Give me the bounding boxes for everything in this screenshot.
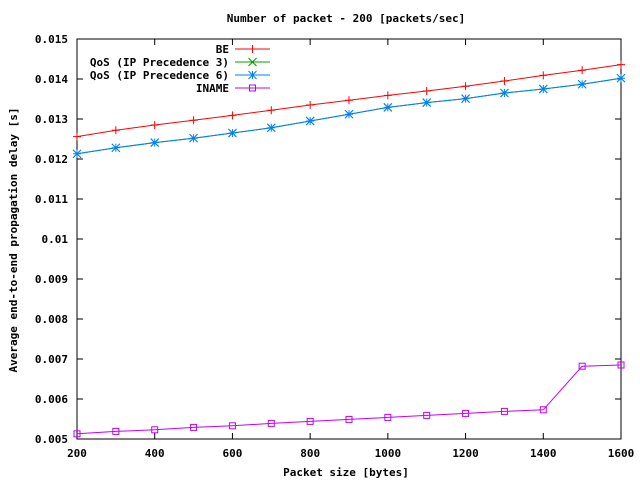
data-point xyxy=(73,132,81,141)
data-point xyxy=(111,143,121,153)
legend-label: QoS (IP Precedence 3) xyxy=(90,56,229,69)
data-point xyxy=(150,121,159,129)
legend-marker xyxy=(248,57,257,67)
data-point xyxy=(151,426,159,434)
x-tick-label: 600 xyxy=(222,447,242,460)
series-layer xyxy=(72,60,626,438)
data-point xyxy=(617,361,625,369)
data-point xyxy=(267,106,276,115)
legend-label: INAME xyxy=(196,82,229,95)
data-point xyxy=(190,423,198,431)
y-tick-label: 0.005 xyxy=(35,433,68,446)
data-point xyxy=(267,419,275,427)
data-point xyxy=(266,123,276,133)
series-be xyxy=(73,60,625,141)
data-point xyxy=(423,411,431,419)
series-qos-ip-precedence-6 xyxy=(72,73,626,159)
x-tick-label: 1000 xyxy=(375,447,402,460)
chart-title: Number of packet - 200 [packets/sec] xyxy=(227,12,465,25)
data-point xyxy=(577,79,587,89)
data-point xyxy=(383,103,393,112)
y-tick-label: 0.015 xyxy=(35,33,68,46)
data-point xyxy=(305,116,315,126)
data-point xyxy=(461,94,470,103)
data-point xyxy=(189,116,198,125)
data-point xyxy=(422,98,432,107)
data-point xyxy=(344,109,354,119)
data-point xyxy=(150,138,160,147)
data-point xyxy=(461,82,470,91)
data-point xyxy=(228,422,236,430)
data-point xyxy=(422,87,431,95)
data-point xyxy=(384,413,392,421)
series-line xyxy=(76,364,622,435)
y-tick-label: 0.008 xyxy=(35,313,68,326)
data-point xyxy=(383,91,392,100)
data-point xyxy=(189,133,198,143)
x-tick-label: 1400 xyxy=(530,447,557,460)
legend-marker xyxy=(248,45,257,53)
data-point xyxy=(306,417,314,425)
data-point xyxy=(462,409,470,417)
data-point xyxy=(72,149,82,159)
y-tick-label: 0.006 xyxy=(35,393,68,406)
x-tick-label: 1600 xyxy=(608,447,635,460)
axes-layer: 200 400 600 800 1000 1200 1400 1600 0.005 0.006 0.… xyxy=(35,33,634,460)
data-point xyxy=(539,406,547,414)
data-point xyxy=(616,73,626,83)
data-point xyxy=(306,101,315,109)
data-point xyxy=(617,60,625,69)
y-tick-label: 0.01 xyxy=(42,233,69,246)
legend-label: QoS (IP Precedence 6) xyxy=(90,69,229,82)
data-point xyxy=(112,427,120,435)
x-tick-label: 1200 xyxy=(452,447,479,460)
data-point xyxy=(111,126,120,135)
y-tick-label: 0.009 xyxy=(35,273,68,286)
legend-marker xyxy=(249,84,256,92)
y-tick-label: 0.011 xyxy=(35,193,68,206)
data-point xyxy=(578,362,586,370)
legend-marker xyxy=(248,70,257,80)
y-tick-label: 0.014 xyxy=(35,73,68,86)
data-point xyxy=(73,430,81,438)
x-tick-label: 400 xyxy=(145,447,165,460)
data-point xyxy=(500,77,509,85)
y-tick-label: 0.012 xyxy=(35,153,68,166)
data-point xyxy=(539,71,548,80)
data-point xyxy=(578,66,587,75)
x-tick-label: 200 xyxy=(67,447,87,460)
data-point xyxy=(345,96,353,105)
series-iname xyxy=(73,361,625,438)
x-axis-label: Packet size [bytes] xyxy=(283,466,409,479)
data-point xyxy=(345,415,353,423)
y-tick-label: 0.013 xyxy=(35,113,68,126)
data-point xyxy=(500,88,509,98)
data-point xyxy=(500,407,508,415)
data-point xyxy=(228,111,237,120)
data-point xyxy=(538,84,548,94)
data-point xyxy=(228,128,237,138)
x-tick-label: 800 xyxy=(300,447,320,460)
y-tick-label: 0.007 xyxy=(35,353,68,366)
legend-label: BE xyxy=(216,43,229,56)
y-axis-label: Average end-to-end propagation delay [s] xyxy=(7,108,20,373)
